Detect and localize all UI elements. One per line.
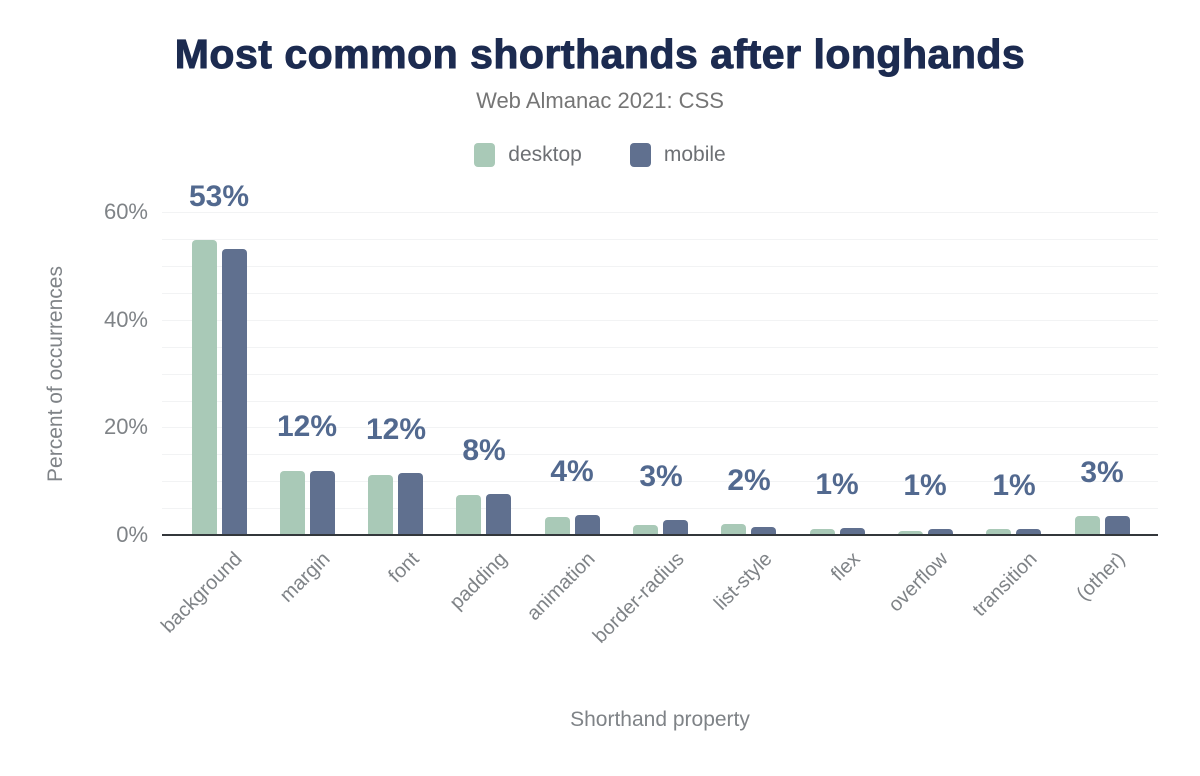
value-label-list-style: 2% — [727, 464, 771, 497]
gridline-45 — [162, 293, 1158, 294]
legend-item-mobile: mobile — [629, 143, 726, 167]
value-label-(other): 3% — [1080, 456, 1124, 489]
gridline-35 — [162, 347, 1158, 348]
x-axis-line — [162, 534, 1158, 536]
value-label-border-radius: 3% — [639, 460, 683, 493]
bar-mobile-margin — [310, 470, 335, 535]
legend-swatch-desktop — [474, 143, 496, 167]
value-label-overflow: 1% — [903, 469, 947, 502]
bar-mobile-padding — [486, 494, 511, 535]
bar-mobile-overflow — [928, 528, 953, 535]
bar-mobile-font — [398, 472, 423, 535]
gridline-15 — [162, 454, 1158, 455]
gridline-25 — [162, 401, 1158, 402]
bar-desktop-flex — [810, 528, 835, 535]
value-label-transition: 1% — [992, 469, 1036, 502]
y-tick-label-0: 0% — [116, 522, 148, 547]
gridline-50 — [162, 266, 1158, 267]
value-label-font: 12% — [365, 413, 427, 446]
bar-mobile-flex — [840, 528, 865, 535]
gridline-20 — [162, 427, 1158, 428]
x-axis-title: Shorthand property — [570, 708, 750, 731]
bar-desktop-background — [192, 240, 217, 535]
y-tick-label-60: 60% — [103, 199, 148, 224]
bar-desktop-overflow — [898, 530, 923, 535]
bar-desktop-margin — [280, 471, 305, 535]
value-label-margin: 12% — [276, 410, 338, 443]
chart-title: Most common shorthands after longhands — [174, 31, 1026, 77]
value-label-flex: 1% — [815, 468, 859, 501]
y-tick-label-40: 40% — [103, 307, 148, 332]
chart-subtitle: Web Almanac 2021: CSS — [476, 88, 724, 113]
value-label-padding: 8% — [462, 434, 506, 467]
legend: desktop mobile — [0, 141, 1200, 169]
gridline-40 — [162, 320, 1158, 321]
bar-desktop-font — [368, 474, 393, 535]
y-tick-label-20: 20% — [103, 414, 148, 439]
bar-desktop-padding — [456, 494, 481, 535]
legend-label-desktop: desktop — [508, 143, 582, 166]
gridline-5 — [162, 508, 1158, 509]
bar-mobile-border-radius — [663, 519, 688, 535]
legend-item-desktop: desktop — [474, 143, 582, 167]
value-label-animation: 4% — [550, 455, 594, 488]
y-axis-title: Percent of occurrences — [44, 266, 67, 482]
bar-mobile-(other) — [1105, 516, 1130, 535]
bar-mobile-list-style — [751, 526, 776, 535]
gridline-30 — [162, 374, 1158, 375]
legend-label-mobile: mobile — [663, 143, 726, 166]
bar-mobile-animation — [575, 515, 600, 535]
value-label-background: 53% — [188, 180, 250, 213]
bar-mobile-transition — [1016, 528, 1041, 535]
legend-swatch-mobile — [629, 143, 651, 167]
gridline-55 — [162, 239, 1158, 240]
bar-desktop-border-radius — [633, 525, 658, 535]
bar-desktop-transition — [986, 528, 1011, 535]
bar-mobile-background — [222, 248, 247, 535]
bar-desktop-list-style — [721, 524, 746, 535]
gridline-10 — [162, 481, 1158, 482]
bar-desktop-animation — [545, 516, 570, 535]
gridline-60 — [162, 212, 1158, 213]
bar-desktop-(other) — [1075, 515, 1100, 535]
